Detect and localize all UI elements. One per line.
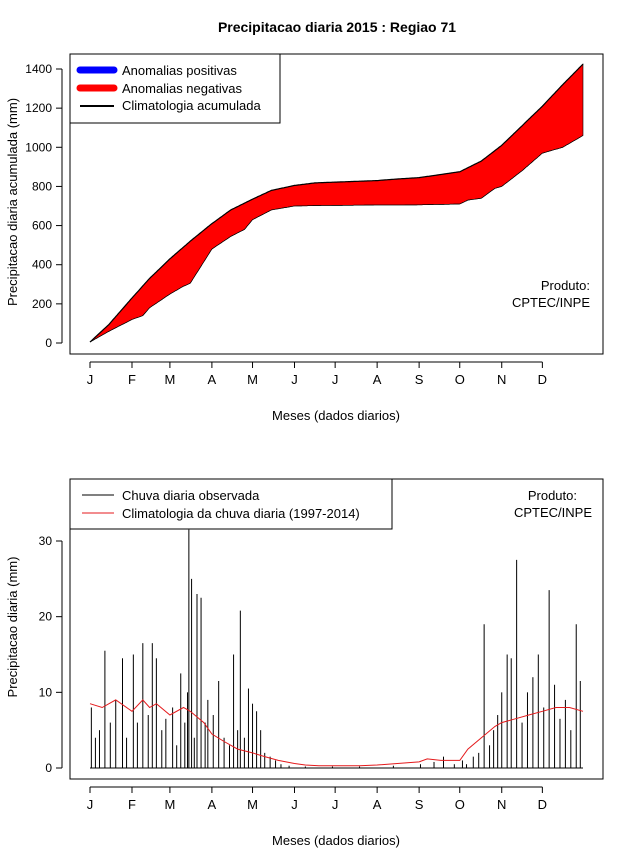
observed-accumulated-line: [89, 135, 584, 343]
y-tick-label: 10: [39, 685, 53, 699]
x-tick-label: N: [497, 372, 506, 387]
daily-x-label: Meses (dados diarios): [272, 833, 400, 848]
y-tick-label: 0: [45, 336, 52, 350]
y-tick-label: 1000: [25, 140, 52, 154]
x-tick-label: O: [455, 372, 465, 387]
daily-panel: 0 10 20 30 J F M A M J J A S O N D Meses (dados diario…: [5, 478, 604, 848]
y-tick-label: 20: [39, 610, 53, 624]
x-tick-label: F: [128, 797, 136, 812]
x-tick-label: M: [247, 372, 258, 387]
x-tick-label: J: [87, 797, 94, 812]
x-tick-label: M: [164, 372, 175, 387]
accumulated-panel: 0 200 400 600 800 1000 1200 1400 J F M A M J J A S O N D M…: [5, 53, 604, 423]
legend-clim-daily-label: Climatologia da chuva diaria (1997-2014): [122, 506, 360, 521]
x-tick-label: J: [332, 797, 339, 812]
y-tick-label: 0: [45, 761, 52, 775]
y-tick-label: 800: [32, 179, 52, 193]
x-tick-label: S: [415, 797, 424, 812]
product-label: Produto:: [528, 488, 577, 503]
y-tick-label: 600: [32, 219, 52, 233]
x-tick-label: D: [538, 372, 547, 387]
x-tick-label: J: [291, 797, 298, 812]
climatology-accumulated-line: [89, 63, 584, 343]
y-tick-label: 400: [32, 258, 52, 272]
chart-title: Precipitacao diaria 2015 : Regiao 71: [218, 19, 456, 35]
product-label: Produto:: [541, 278, 590, 293]
daily-legend: Chuva diaria observada Climatologia da c…: [69, 478, 393, 530]
x-tick-label: F: [128, 372, 136, 387]
legend-box: [69, 478, 393, 530]
x-tick-label: S: [415, 372, 424, 387]
accumulated-y-axis: 0 200 400 600 800 1000 1200 1400: [25, 62, 63, 350]
accumulated-y-label: Precipitacao diaria acumulada (mm): [5, 98, 20, 306]
accumulated-legend: Anomalias positivas Anomalias negativas …: [69, 53, 281, 124]
legend-observed-label: Chuva diaria observada: [122, 488, 260, 503]
y-tick-label: 1400: [25, 62, 52, 76]
y-tick-label: 1200: [25, 101, 52, 115]
daily-y-axis: 0 10 20 30: [39, 534, 63, 775]
x-tick-label: J: [291, 372, 298, 387]
x-tick-label: A: [373, 797, 382, 812]
y-tick-label: 200: [32, 297, 52, 311]
x-tick-label: J: [87, 372, 94, 387]
legend-positive-label: Anomalias positivas: [122, 63, 237, 78]
climatology-daily-line: [89, 699, 584, 767]
x-tick-label: A: [208, 797, 217, 812]
y-tick-label: 30: [39, 534, 53, 548]
daily-y-label: Precipitacao diaria (mm): [5, 557, 20, 698]
accumulated-x-label: Meses (dados diarios): [272, 408, 400, 423]
accumulated-data-layer: [89, 63, 584, 343]
accumulated-plot-frame: [69, 53, 604, 355]
x-tick-label: M: [247, 797, 258, 812]
x-tick-label: N: [497, 797, 506, 812]
product-source: CPTEC/INPE: [514, 505, 592, 520]
legend-negative-label: Anomalias negativas: [122, 81, 242, 96]
legend-clim-label: Climatologia acumulada: [122, 98, 262, 113]
x-tick-label: M: [164, 797, 175, 812]
x-tick-label: J: [332, 372, 339, 387]
x-tick-label: A: [208, 372, 217, 387]
x-tick-label: D: [538, 797, 547, 812]
product-source: CPTEC/INPE: [512, 295, 590, 310]
daily-data-layer: [89, 529, 584, 769]
x-tick-label: O: [455, 797, 465, 812]
x-tick-label: A: [373, 372, 382, 387]
